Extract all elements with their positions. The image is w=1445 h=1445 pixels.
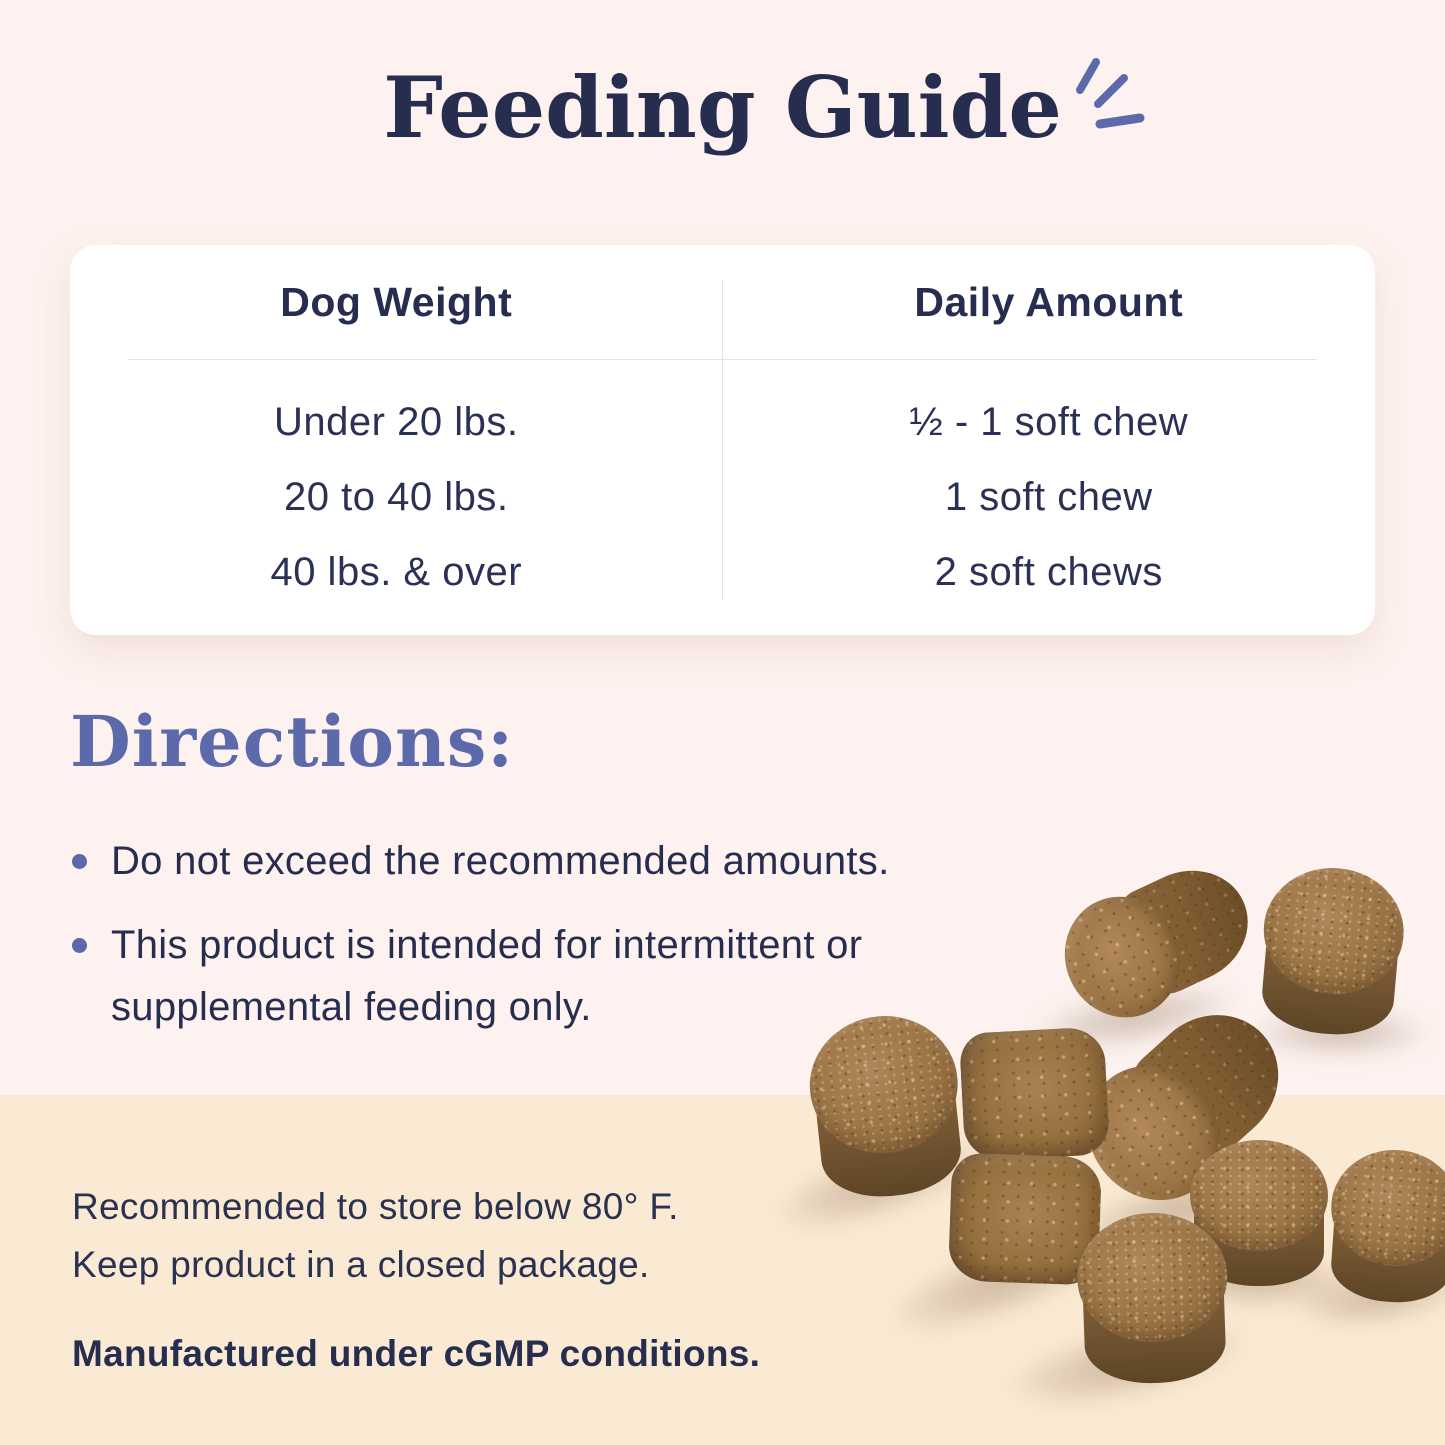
cgmp-note: Manufactured under cGMP conditions.	[72, 1333, 761, 1375]
table-row: 40 lbs. & over 2 soft chews	[70, 535, 1375, 610]
directions-heading: Directions:	[70, 700, 515, 783]
soft-chew	[1255, 862, 1409, 1040]
soft-chew	[1325, 1145, 1445, 1307]
bullet-text: This product is intended for intermitten…	[111, 923, 863, 1029]
product-photo	[740, 840, 1445, 1445]
feeding-table-card: Dog Weight Daily Amount Under 20 lbs. ½ …	[70, 245, 1375, 635]
weight-cell: 20 to 40 lbs.	[284, 475, 509, 519]
amount-cell: 2 soft chews	[934, 550, 1163, 594]
list-item: Do not exceed the recommended amounts.	[72, 830, 972, 892]
list-item: This product is intended for intermitten…	[72, 914, 972, 1038]
page-title: Feeding Guide	[383, 58, 1062, 157]
storage-line-1: Recommended to store below 80° F.	[72, 1186, 679, 1227]
weight-cell: 40 lbs. & over	[270, 550, 523, 594]
bullet-text: Do not exceed the recommended amounts.	[111, 839, 890, 883]
amount-cell: 1 soft chew	[944, 475, 1153, 519]
table-body: Under 20 lbs. ½ - 1 soft chew 20 to 40 l…	[70, 385, 1375, 610]
storage-note: Recommended to store below 80° F. Keep p…	[72, 1178, 760, 1375]
amount-cell: ½ - 1 soft chew	[909, 400, 1189, 444]
dog-weight-header: Dog Weight	[280, 278, 513, 325]
directions-list: Do not exceed the recommended amounts. T…	[72, 830, 972, 1060]
table-row: Under 20 lbs. ½ - 1 soft chew	[70, 385, 1375, 460]
soft-chew	[802, 1008, 969, 1203]
bullet-icon	[72, 938, 87, 953]
bullet-icon	[72, 854, 87, 869]
header-divider	[128, 359, 1317, 360]
weight-cell: Under 20 lbs.	[274, 400, 519, 444]
column-divider	[722, 280, 723, 600]
storage-line-2: Keep product in a closed package.	[72, 1243, 650, 1285]
table-row: 20 to 40 lbs. 1 soft chew	[70, 460, 1375, 535]
emphasis-dashes-icon	[1075, 58, 1145, 129]
soft-chew	[958, 1026, 1111, 1162]
table-header-row: Dog Weight Daily Amount	[70, 245, 1375, 359]
soft-chew	[1190, 1140, 1328, 1286]
title-section: Feeding Guide	[0, 58, 1445, 157]
daily-amount-header: Daily Amount	[914, 278, 1184, 325]
soft-chew	[1075, 1210, 1231, 1386]
